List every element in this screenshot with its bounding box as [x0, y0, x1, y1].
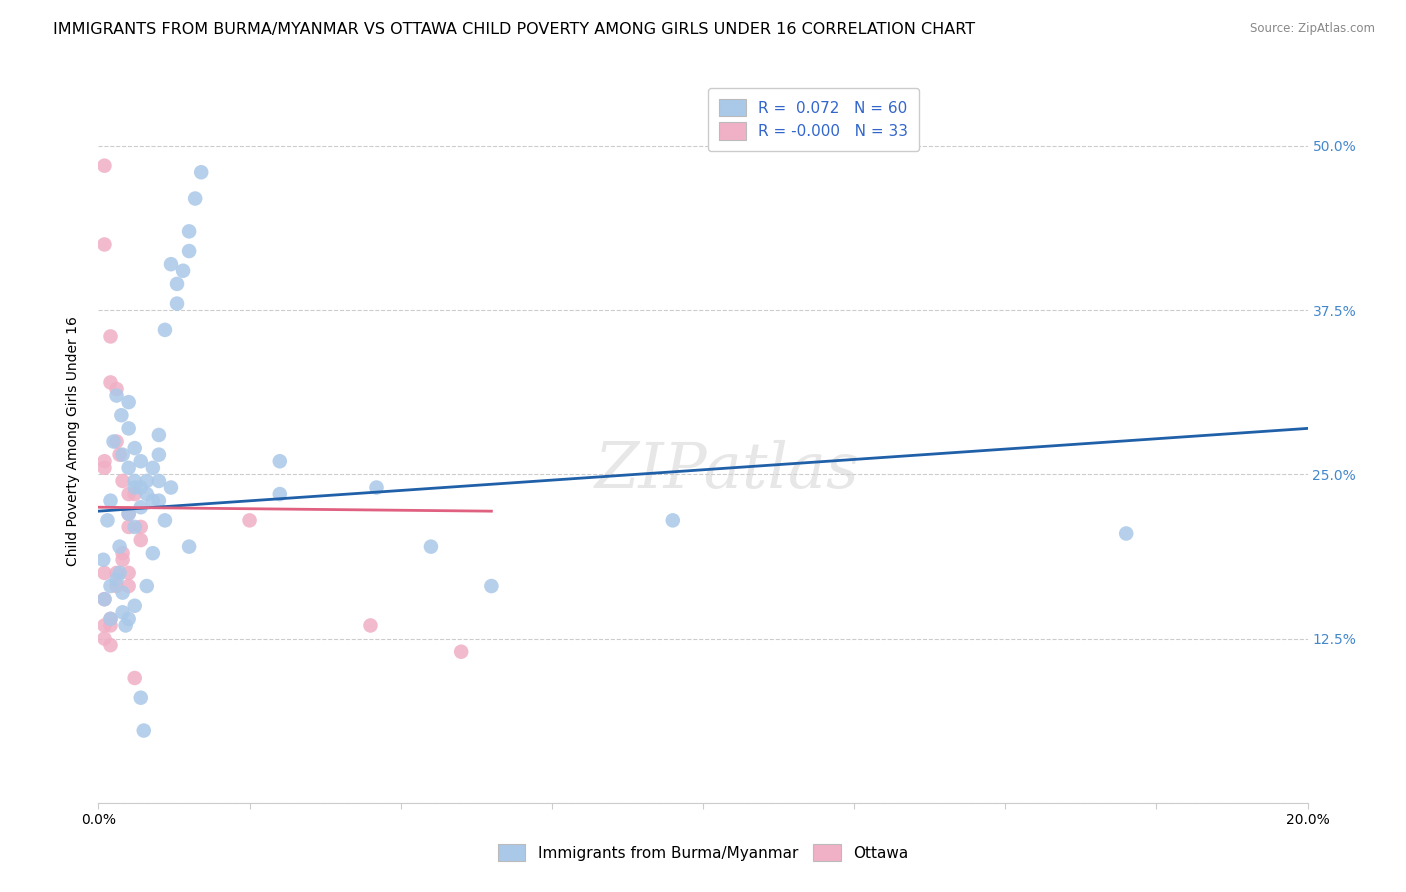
- Text: ZIPatlas: ZIPatlas: [595, 440, 859, 501]
- Point: [124, 599, 146, 613]
- Point: [100, 493, 122, 508]
- Point: [93, 618, 115, 632]
- Point: [135, 487, 157, 501]
- Point: [124, 474, 146, 488]
- Point: [184, 192, 207, 206]
- Point: [93, 454, 115, 468]
- Point: [172, 264, 194, 278]
- Point: [91, 553, 114, 567]
- Point: [160, 481, 183, 495]
- Point: [135, 474, 157, 488]
- Point: [129, 481, 152, 495]
- Point: [93, 632, 115, 646]
- Point: [132, 723, 155, 738]
- Point: [118, 579, 141, 593]
- Point: [179, 540, 201, 554]
- Point: [111, 585, 134, 599]
- Point: [105, 382, 128, 396]
- Point: [118, 507, 141, 521]
- Point: [105, 573, 128, 587]
- Point: [124, 481, 146, 495]
- Point: [105, 579, 128, 593]
- Point: [111, 553, 134, 567]
- Point: [108, 448, 131, 462]
- Point: [118, 487, 141, 501]
- Point: [153, 323, 176, 337]
- Point: [118, 421, 141, 435]
- Point: [190, 165, 212, 179]
- Point: [103, 434, 125, 449]
- Point: [93, 159, 115, 173]
- Point: [93, 592, 115, 607]
- Point: [179, 244, 201, 258]
- Y-axis label: Child Poverty Among Girls Under 16: Child Poverty Among Girls Under 16: [66, 317, 80, 566]
- Point: [100, 612, 122, 626]
- Point: [105, 434, 128, 449]
- Point: [148, 493, 170, 508]
- Point: [111, 546, 134, 560]
- Point: [142, 546, 165, 560]
- Point: [166, 277, 188, 291]
- Point: [129, 520, 152, 534]
- Point: [153, 513, 176, 527]
- Point: [148, 474, 170, 488]
- Point: [148, 428, 170, 442]
- Point: [166, 296, 188, 310]
- Point: [129, 500, 152, 515]
- Point: [100, 329, 122, 343]
- Legend: Immigrants from Burma/Myanmar, Ottawa: Immigrants from Burma/Myanmar, Ottawa: [492, 838, 914, 867]
- Point: [105, 388, 128, 402]
- Point: [118, 460, 141, 475]
- Text: Source: ZipAtlas.com: Source: ZipAtlas.com: [1250, 22, 1375, 36]
- Point: [129, 533, 152, 547]
- Point: [129, 454, 152, 468]
- Point: [420, 540, 443, 554]
- Point: [108, 540, 131, 554]
- Point: [114, 618, 136, 632]
- Point: [269, 454, 291, 468]
- Point: [100, 376, 122, 390]
- Point: [110, 409, 132, 423]
- Text: IMMIGRANTS FROM BURMA/MYANMAR VS OTTAWA CHILD POVERTY AMONG GIRLS UNDER 16 CORRE: IMMIGRANTS FROM BURMA/MYANMAR VS OTTAWA …: [53, 22, 976, 37]
- Point: [93, 592, 115, 607]
- Point: [111, 448, 134, 462]
- Point: [124, 487, 146, 501]
- Point: [160, 257, 183, 271]
- Point: [269, 487, 291, 501]
- Point: [93, 237, 115, 252]
- Point: [108, 566, 131, 580]
- Point: [96, 513, 118, 527]
- Point: [124, 671, 146, 685]
- Point: [100, 579, 122, 593]
- Point: [661, 513, 683, 527]
- Point: [481, 579, 503, 593]
- Point: [118, 612, 141, 626]
- Point: [111, 605, 134, 619]
- Point: [118, 395, 141, 409]
- Point: [135, 579, 157, 593]
- Point: [124, 520, 146, 534]
- Point: [142, 460, 165, 475]
- Point: [93, 566, 115, 580]
- Point: [148, 448, 170, 462]
- Point: [124, 441, 146, 455]
- Point: [118, 507, 141, 521]
- Point: [239, 513, 262, 527]
- Point: [179, 224, 201, 238]
- Point: [1115, 526, 1137, 541]
- Point: [100, 618, 122, 632]
- Point: [142, 493, 165, 508]
- Point: [366, 481, 388, 495]
- Point: [100, 638, 122, 652]
- Point: [93, 460, 115, 475]
- Point: [111, 474, 134, 488]
- Point: [118, 520, 141, 534]
- Point: [100, 612, 122, 626]
- Point: [118, 566, 141, 580]
- Point: [360, 618, 382, 632]
- Point: [129, 690, 152, 705]
- Point: [450, 645, 472, 659]
- Point: [105, 566, 128, 580]
